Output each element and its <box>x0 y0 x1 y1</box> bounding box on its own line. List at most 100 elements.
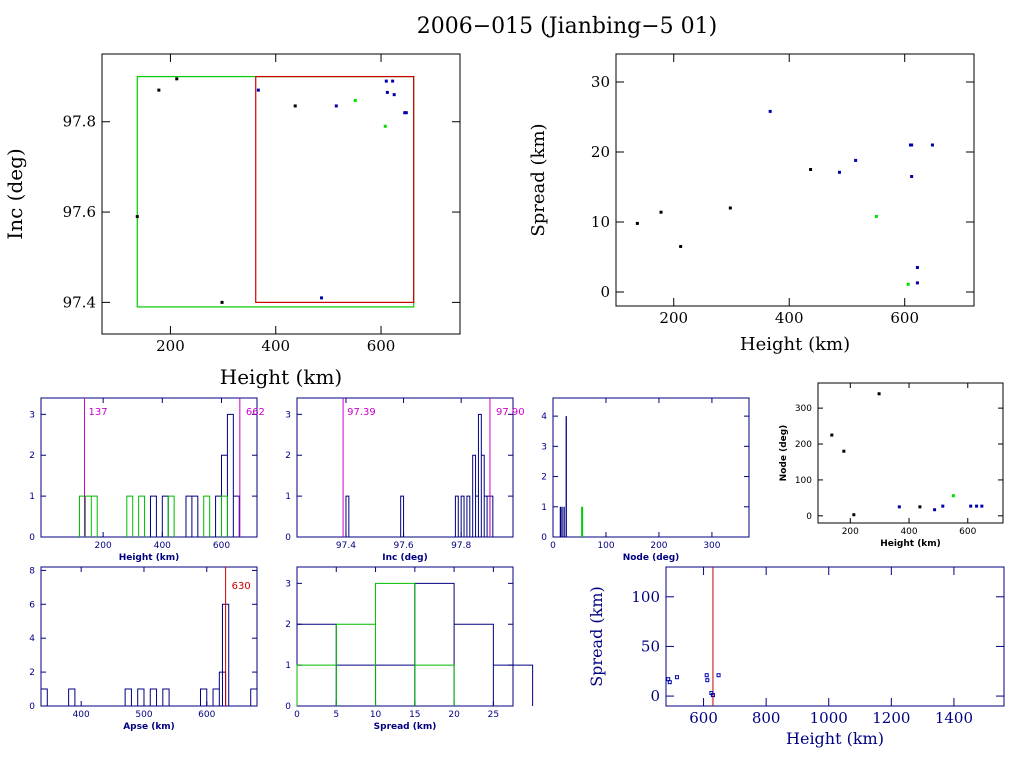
y-tick-label: 0 <box>29 533 35 543</box>
data-point <box>635 221 639 225</box>
y-axis-label: Node (deg) <box>779 425 789 482</box>
x-axis-label: Node (deg) <box>623 553 680 563</box>
plot-frame <box>40 566 258 707</box>
histogram-bars <box>40 603 258 706</box>
data-point <box>704 673 709 678</box>
panel-node_hist: 0 100 200 300 0 1 2 3 4 Node (deg) <box>541 397 750 563</box>
y-tick-label: 2 <box>285 451 291 461</box>
panel-spread_height: 200 400 600 0 10 20 30 Height (km) Spread (km) <box>528 53 975 355</box>
data-point <box>915 281 919 285</box>
x-tick-label: 25 <box>488 710 499 720</box>
marker-label: 630 <box>232 581 251 592</box>
panel-inc_hist: 97.4 97.6 97.8 0 1 2 3 Inc (deg) 97.39 97.90 <box>285 397 525 563</box>
data-point <box>385 90 389 94</box>
data-point <box>915 266 919 269</box>
x-tick-label: 1200 <box>872 709 910 727</box>
data-point <box>383 124 387 128</box>
y-tick-label: 30 <box>591 73 610 91</box>
y-axis-label: Inc (deg) <box>3 148 27 239</box>
x-axis-label: Spread (km) <box>374 722 437 732</box>
y-tick-label: 0 <box>600 283 610 301</box>
data-point <box>930 143 934 147</box>
plot-frame <box>40 397 258 538</box>
figure-title: 2006−015 (Jianbing−5 01) <box>416 14 718 39</box>
x-tick-label: 600 <box>959 527 976 537</box>
x-axis-label: Height (km) <box>880 539 941 549</box>
x-tick-label: 800 <box>752 709 781 727</box>
marker-label: 97.39 <box>347 407 376 418</box>
histogram-bars <box>296 582 455 706</box>
data-point <box>809 168 813 171</box>
data-point <box>705 678 710 683</box>
data-point <box>951 494 955 498</box>
data-point <box>830 433 834 437</box>
x-tick-label: 0 <box>550 541 556 551</box>
x-tick-label: 10 <box>370 710 382 720</box>
x-tick-label: 15 <box>409 710 420 720</box>
data-point <box>674 675 679 680</box>
panel-apse_hist: 400 500 600 0 2 4 6 8 Apse (km) 630 <box>29 566 258 732</box>
x-tick-label: 200 <box>95 541 112 551</box>
y-tick-label: 3 <box>285 579 291 589</box>
x-tick-label: 97.8 <box>451 541 471 551</box>
x-tick-label: 300 <box>703 541 720 551</box>
y-tick-label: 1 <box>285 492 291 502</box>
data-point <box>710 693 715 698</box>
x-tick-label: 400 <box>261 337 290 355</box>
y-tick-label: 4 <box>29 634 35 644</box>
data-point <box>897 505 901 509</box>
data-point <box>392 93 396 97</box>
y-tick-label: 3 <box>541 442 547 452</box>
plot-frame <box>296 566 514 707</box>
data-point <box>391 79 395 83</box>
x-tick-label: 1400 <box>935 709 973 727</box>
x-tick-label: 600 <box>367 337 396 355</box>
data-point <box>353 99 357 103</box>
plot-frame <box>817 382 1004 524</box>
x-axis-label: Inc (deg) <box>382 553 427 563</box>
y-tick-label: 2 <box>29 451 35 461</box>
panel-inc_height: 200 400 600 97.4 97.6 97.8 Height (km) Inc (deg… <box>3 53 461 389</box>
data-point <box>320 296 324 300</box>
data-point <box>404 111 408 115</box>
data-point <box>837 170 841 174</box>
plot-frame <box>101 53 461 335</box>
y-tick-label: 8 <box>29 566 35 576</box>
data-point <box>906 282 910 286</box>
x-tick-label: 600 <box>890 309 919 327</box>
x-tick-label: 97.6 <box>394 541 414 551</box>
histogram-bars <box>78 495 228 537</box>
data-point <box>852 513 856 517</box>
y-tick-label: 0 <box>806 512 812 522</box>
plot-frame <box>552 397 750 538</box>
region-box <box>136 75 415 308</box>
x-tick-label: 1000 <box>810 709 848 727</box>
x-axis-label: Height (km) <box>786 729 884 748</box>
panel-height_hist: 200 400 600 0 1 2 3 Height (km) 137 662 <box>29 397 265 563</box>
histogram-bars <box>296 582 534 706</box>
x-tick-label: 400 <box>900 527 917 537</box>
x-tick-label: 5 <box>333 710 339 720</box>
data-point <box>679 245 683 248</box>
data-point <box>135 215 139 219</box>
y-tick-label: 2 <box>541 473 547 483</box>
x-tick-label: 400 <box>775 309 804 327</box>
data-point <box>854 158 858 162</box>
data-point <box>403 111 407 115</box>
data-point <box>293 104 297 108</box>
y-tick-label: 3 <box>285 410 291 420</box>
x-tick-label: 600 <box>198 710 215 720</box>
x-axis-label: Apse (km) <box>123 722 175 732</box>
y-tick-label: 97.6 <box>63 203 96 221</box>
data-point <box>874 214 878 218</box>
data-point <box>384 79 388 83</box>
y-tick-label: 1 <box>29 492 35 502</box>
marker-label: 137 <box>88 407 107 418</box>
y-tick-label: 4 <box>541 412 547 422</box>
data-point <box>667 680 672 685</box>
marker-label: 97.90 <box>496 407 525 418</box>
y-tick-label: 10 <box>591 213 610 231</box>
plot-frame <box>296 397 514 538</box>
panel-spread_height_wide: 600 800 1000 1200 1400 0 50 100 Height (km) Sprea… <box>587 566 1005 748</box>
